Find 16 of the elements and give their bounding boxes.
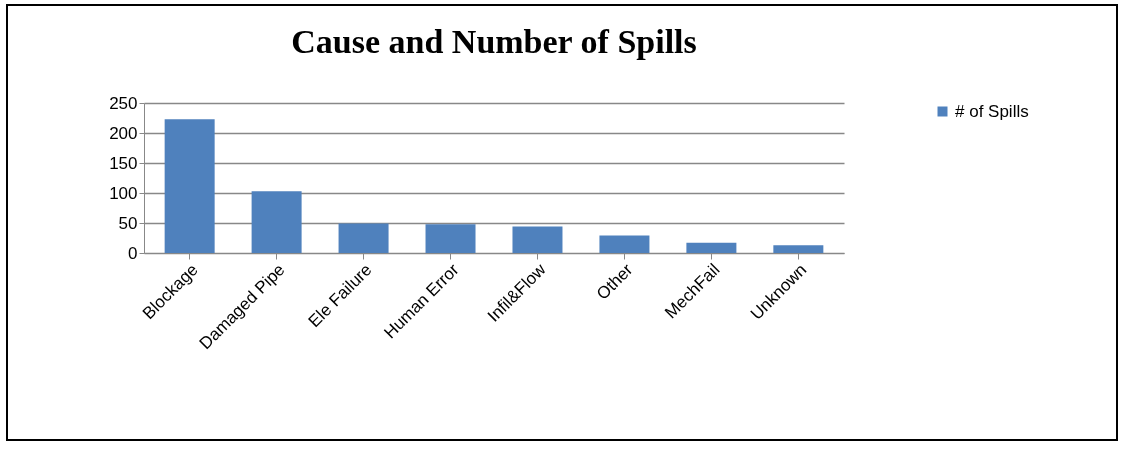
y-tick-label: 150 [109, 153, 138, 173]
bar [425, 224, 476, 253]
chart-title: Cause and Number of Spills [291, 23, 697, 60]
bar [512, 226, 563, 253]
bar [599, 235, 650, 253]
y-tick-label: 250 [109, 93, 138, 113]
bar [251, 191, 302, 253]
y-tick-label: 100 [109, 183, 138, 203]
bar [773, 245, 824, 253]
bar [686, 242, 737, 253]
y-tick-label: 50 [118, 213, 138, 233]
legend-label: # of Spills [955, 101, 1029, 121]
y-tick-label: 0 [128, 243, 138, 263]
y-tick-label: 200 [109, 123, 138, 143]
bar [338, 223, 389, 253]
bar [164, 119, 215, 253]
